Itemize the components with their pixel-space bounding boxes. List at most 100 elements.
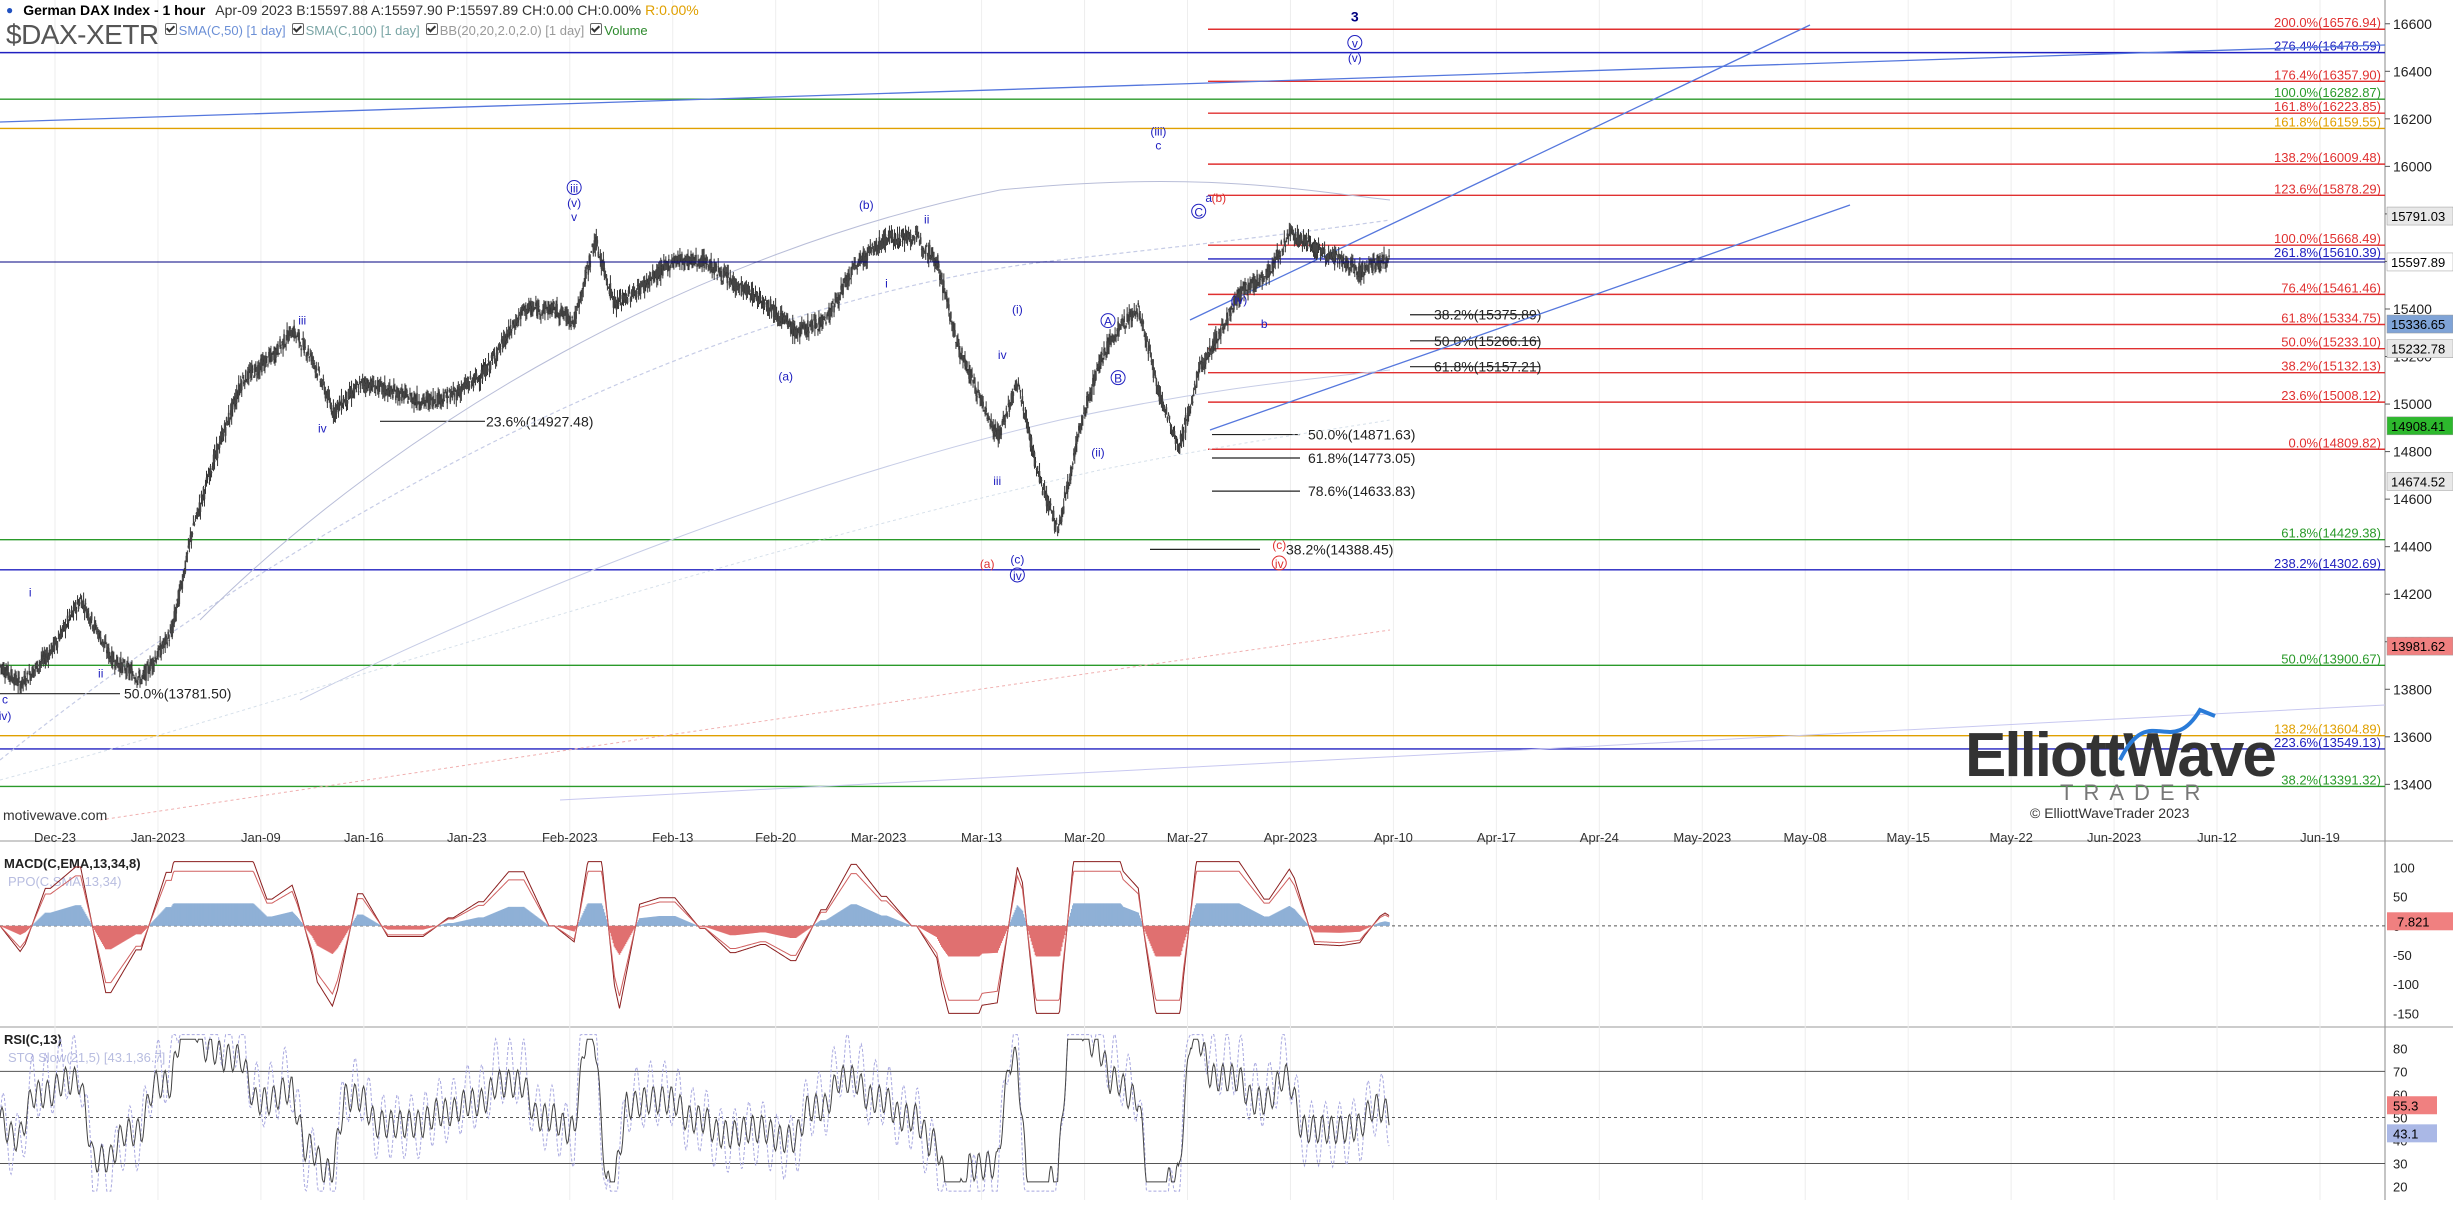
candle-body: [76, 610, 78, 613]
macd-bar: [1388, 922, 1390, 926]
candle-body: [570, 325, 572, 326]
x-tick-label: Jan-09: [241, 830, 281, 845]
candle-body: [95, 623, 97, 624]
study-sma100[interactable]: SMA(C,100) [1 day]: [292, 23, 420, 38]
candle-body: [1288, 236, 1290, 240]
wave-label: iv: [318, 422, 327, 436]
candle-body: [1035, 461, 1037, 462]
fib-label: 0.0%(14809.82): [2288, 435, 2381, 450]
candle-body: [1055, 524, 1057, 531]
candle-body: [585, 272, 587, 273]
candle-body: [211, 472, 213, 473]
candle-body: [319, 370, 321, 372]
candle-body: [765, 299, 767, 300]
study-volume[interactable]: Volume: [590, 23, 647, 38]
candle-body: [500, 348, 502, 349]
macd-title: MACD(C,EMA,13,34,8): [4, 856, 141, 871]
candle-body: [1259, 278, 1261, 280]
fib-label: 161.8%(16223.85): [2274, 99, 2381, 114]
candle-body: [79, 602, 81, 604]
candle-body: [715, 264, 717, 272]
candle-body: [447, 397, 449, 398]
candle-body: [668, 259, 670, 264]
candle-body: [1125, 326, 1127, 327]
candle-body: [192, 533, 194, 535]
candle-body: [1388, 255, 1390, 256]
wave-label: iv): [0, 709, 11, 723]
candle-body: [25, 684, 27, 685]
candle-body: [480, 380, 482, 383]
candle-body: [182, 580, 184, 588]
y-tick-label: 16000: [2393, 158, 2432, 174]
candle-body: [764, 302, 766, 307]
x-tick-label: Jun-19: [2300, 830, 2340, 845]
candle-body: [453, 393, 455, 396]
x-tick-label: Dec-23: [34, 830, 76, 845]
candle-body: [187, 553, 189, 554]
study-sma50[interactable]: SMA(C,50) [1 day]: [165, 23, 286, 38]
x-tick-label: May-08: [1784, 830, 1827, 845]
candle-body: [914, 237, 916, 243]
rsi-value-label: 55.3: [2393, 1098, 2418, 1113]
candle-body: [872, 244, 874, 246]
candle-body: [571, 317, 573, 318]
candle-body: [706, 257, 708, 261]
candle-body: [754, 297, 756, 301]
macd-y-tick: -100: [2393, 977, 2419, 992]
candle-body: [1132, 316, 1134, 318]
fib-label: 138.2%(16009.48): [2274, 150, 2381, 165]
wave-label: iv: [998, 348, 1007, 362]
candle-body: [271, 355, 273, 361]
candle-body: [347, 400, 349, 403]
y-tick-label: 16600: [2393, 16, 2432, 32]
candle-body: [153, 663, 155, 664]
candle-body: [26, 673, 28, 675]
fib-retrace-label: 23.6%(14927.48): [486, 413, 593, 429]
candle-body: [640, 287, 642, 294]
wave-label: c: [2, 693, 8, 707]
logo-mark-sub: TRADER: [2060, 780, 2210, 805]
wave-label: (ii): [1091, 445, 1104, 459]
wave-label: (i): [1012, 303, 1023, 317]
x-tick-label: Mar-2023: [851, 830, 907, 845]
candle-body: [358, 391, 360, 392]
wave-label: b: [1261, 317, 1268, 331]
candle-body: [299, 343, 301, 344]
study-bb[interactable]: BB(20,20,2.0,2.0) [1 day]: [426, 23, 585, 38]
wave-label: v: [571, 210, 577, 224]
watermark: motivewave.com: [3, 807, 107, 823]
candle-body: [720, 271, 722, 281]
x-tick-label: May-22: [1989, 830, 2032, 845]
candle-body: [716, 275, 718, 276]
candle-body: [1101, 353, 1103, 355]
checkbox-icon: [590, 23, 602, 35]
y-tick-label: 13600: [2393, 729, 2432, 745]
candle-body: [490, 362, 492, 370]
candle-body: [590, 251, 592, 252]
study-bar: $DAX-XETR SMA(C,50) [1 day] SMA(C,100) […: [6, 20, 648, 40]
candle-body: [1295, 234, 1297, 237]
candle-body: [1137, 303, 1139, 305]
x-tick-label: Mar-13: [961, 830, 1002, 845]
candle-body: [1383, 255, 1385, 260]
candle-body: [399, 397, 401, 400]
fib-label: 50.0%(15233.10): [2281, 335, 2381, 350]
candle-body: [168, 640, 170, 641]
candle-body: [1019, 387, 1021, 390]
chart-menu-icon[interactable]: ●: [6, 3, 13, 17]
wave-label: C: [1194, 205, 1203, 219]
y-tick-label: 15400: [2393, 301, 2432, 317]
candle-body: [629, 293, 631, 294]
candle-body: [1005, 409, 1007, 410]
candle-body: [1136, 312, 1138, 317]
candle-body: [976, 396, 978, 397]
x-tick-label: Feb-13: [652, 830, 693, 845]
macd-y-tick: -150: [2393, 1006, 2419, 1021]
candle-body: [1227, 318, 1229, 324]
candle-body: [1169, 416, 1171, 419]
fib-label: 161.8%(16159.55): [2274, 114, 2381, 129]
candle-body: [122, 663, 124, 667]
candle-body: [856, 269, 858, 270]
